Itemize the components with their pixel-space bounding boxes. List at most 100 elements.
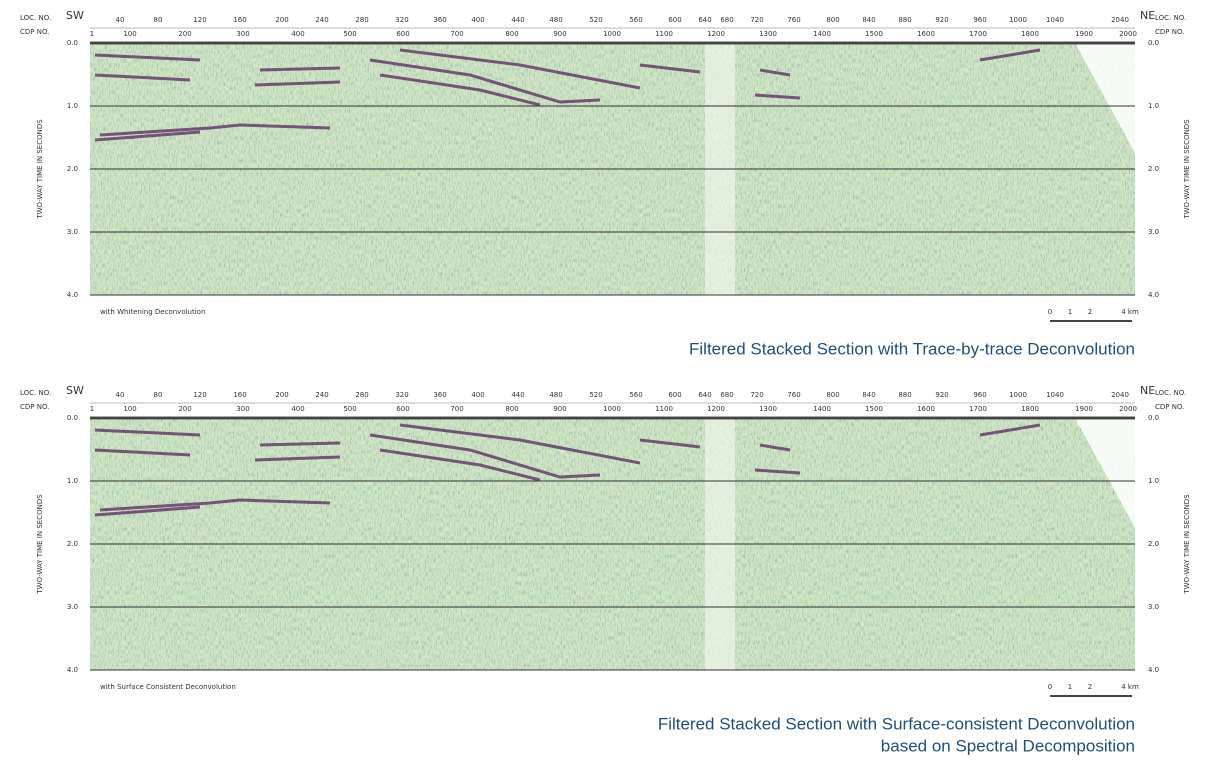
cdp-label: CDP NO.: [1155, 28, 1184, 36]
cdp-tick: 1700: [969, 30, 987, 38]
loc-tick: 480: [549, 391, 562, 399]
cdp-tick: 1100: [655, 405, 673, 413]
time-tick: 0.0: [1148, 39, 1159, 47]
cdp-tick: 1700: [969, 405, 987, 413]
cdp-tick: 600: [396, 30, 409, 38]
loc-label: LOC. NO.: [20, 389, 51, 397]
loc-tick: 680: [720, 16, 733, 24]
time-axis-label: TWO-WAY TIME IN SECONDS: [36, 119, 44, 220]
cdp-tick: 1: [90, 405, 94, 413]
loc-tick: 800: [826, 16, 839, 24]
time-tick: 2.0: [1148, 540, 1159, 548]
scale-label: 4 km: [1121, 308, 1139, 316]
cdp-tick: 1100: [655, 30, 673, 38]
cdp-tick: 700: [450, 30, 463, 38]
panel-note: with Surface Consistent Deconvolution: [100, 683, 236, 691]
sw-label: SW: [66, 9, 84, 22]
loc-tick: 160: [233, 391, 246, 399]
time-tick: 0.0: [67, 39, 78, 47]
time-axis-label: TWO-WAY TIME IN SECONDS: [1183, 119, 1191, 220]
scale-label: 1: [1068, 308, 1072, 316]
cdp-tick: 1900: [1075, 405, 1093, 413]
loc-tick: 40: [116, 391, 125, 399]
loc-tick: 1000: [1009, 16, 1027, 24]
cdp-label: CDP NO.: [1155, 403, 1184, 411]
loc-tick: 440: [511, 391, 524, 399]
loc-tick: 760: [787, 16, 800, 24]
loc-tick: 840: [862, 391, 875, 399]
cdp-tick: 200: [178, 405, 191, 413]
cdp-tick: 1900: [1075, 30, 1093, 38]
cdp-tick: 1500: [865, 405, 883, 413]
loc-tick: 840: [862, 16, 875, 24]
time-tick: 3.0: [67, 228, 78, 236]
time-tick: 4.0: [1148, 666, 1159, 674]
loc-tick: 640: [698, 391, 711, 399]
loc-tick: 760: [787, 391, 800, 399]
cdp-tick: 500: [343, 30, 356, 38]
cdp-tick: 400: [291, 405, 304, 413]
loc-label: LOC. NO.: [1155, 14, 1186, 22]
time-tick: 1.0: [1148, 102, 1159, 110]
cdp-tick: 2000: [1119, 30, 1137, 38]
scale-label: 1: [1068, 683, 1072, 691]
cdp-tick: 700: [450, 405, 463, 413]
page: LOC. NO.CDP NO.LOC. NO.CDP NO.SWNE408012…: [0, 0, 1208, 765]
loc-tick: 320: [395, 16, 408, 24]
cdp-tick: 1400: [813, 405, 831, 413]
scale-label: 2: [1088, 308, 1092, 316]
loc-tick: 400: [471, 16, 484, 24]
time-tick: 1.0: [1148, 477, 1159, 485]
cdp-tick: 1600: [917, 405, 935, 413]
cdp-tick: 100: [123, 30, 136, 38]
time-tick: 3.0: [1148, 228, 1159, 236]
cdp-tick: 800: [505, 405, 518, 413]
loc-tick: 160: [233, 16, 246, 24]
cdp-tick: 1: [90, 30, 94, 38]
loc-tick: 560: [629, 391, 642, 399]
loc-tick: 640: [698, 16, 711, 24]
loc-tick: 960: [973, 391, 986, 399]
loc-tick: 720: [750, 391, 763, 399]
time-tick: 2.0: [67, 540, 78, 548]
loc-tick: 520: [589, 16, 602, 24]
cdp-tick: 2000: [1119, 405, 1137, 413]
ne-label: NE: [1140, 384, 1155, 397]
loc-tick: 800: [826, 391, 839, 399]
loc-tick: 320: [395, 391, 408, 399]
cdp-label: CDP NO.: [20, 28, 49, 36]
cdp-tick: 300: [236, 30, 249, 38]
loc-tick: 520: [589, 391, 602, 399]
scale-label: 0: [1048, 683, 1052, 691]
cdp-tick: 1400: [813, 30, 831, 38]
loc-tick: 120: [193, 16, 206, 24]
time-tick: 0.0: [1148, 414, 1159, 422]
cdp-label: CDP NO.: [20, 403, 49, 411]
loc-tick: 360: [433, 16, 446, 24]
loc-tick: 80: [154, 16, 163, 24]
scale-label: 2: [1088, 683, 1092, 691]
cdp-tick: 300: [236, 405, 249, 413]
time-tick: 1.0: [67, 477, 78, 485]
cdp-tick: 400: [291, 30, 304, 38]
loc-tick: 960: [973, 16, 986, 24]
cdp-tick: 1800: [1021, 30, 1039, 38]
loc-tick: 2040: [1111, 16, 1129, 24]
loc-tick: 40: [116, 16, 125, 24]
cdp-tick: 1200: [707, 405, 725, 413]
cdp-tick: 800: [505, 30, 518, 38]
time-axis-label: TWO-WAY TIME IN SECONDS: [36, 494, 44, 595]
loc-tick: 80: [154, 391, 163, 399]
loc-tick: 600: [668, 391, 681, 399]
loc-tick: 920: [935, 391, 948, 399]
time-tick: 4.0: [67, 666, 78, 674]
panel-note: with Whitening Deconvolution: [100, 308, 205, 316]
cdp-tick: 900: [553, 30, 566, 38]
cdp-tick: 1200: [707, 30, 725, 38]
cdp-tick: 900: [553, 405, 566, 413]
loc-tick: 200: [275, 16, 288, 24]
cdp-tick: 200: [178, 30, 191, 38]
loc-tick: 120: [193, 391, 206, 399]
loc-tick: 200: [275, 391, 288, 399]
time-tick: 4.0: [1148, 291, 1159, 299]
